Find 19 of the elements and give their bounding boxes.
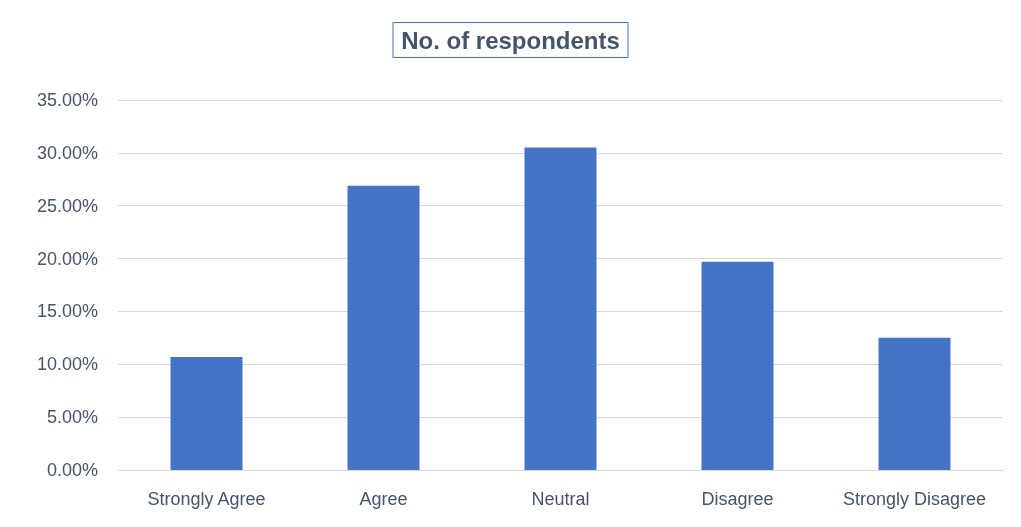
- y-tick-label: 35.00%: [36, 90, 98, 110]
- bar: [878, 337, 951, 470]
- bar: [524, 147, 597, 470]
- bar: [701, 261, 774, 470]
- x-tick-label: Strongly Agree: [147, 489, 266, 509]
- x-tick-label: Disagree: [701, 489, 774, 509]
- bar: [170, 356, 243, 470]
- bar: [347, 185, 420, 470]
- x-tick-label: Neutral: [531, 489, 590, 509]
- y-tick-label: 15.00%: [36, 301, 98, 322]
- y-tick-label: 5.00%: [46, 407, 98, 428]
- x-tick-label: Agree: [359, 489, 408, 509]
- y-tick-label: 20.00%: [36, 248, 98, 269]
- y-tick-label: 25.00%: [36, 195, 98, 216]
- y-tick-label: 30.00%: [36, 142, 98, 163]
- x-tick-label: Strongly Disagree: [842, 489, 987, 509]
- y-tick-label: 10.00%: [36, 354, 98, 375]
- chart-title: No. of respondents: [401, 26, 620, 54]
- y-tick-label: 0.00%: [46, 460, 98, 480]
